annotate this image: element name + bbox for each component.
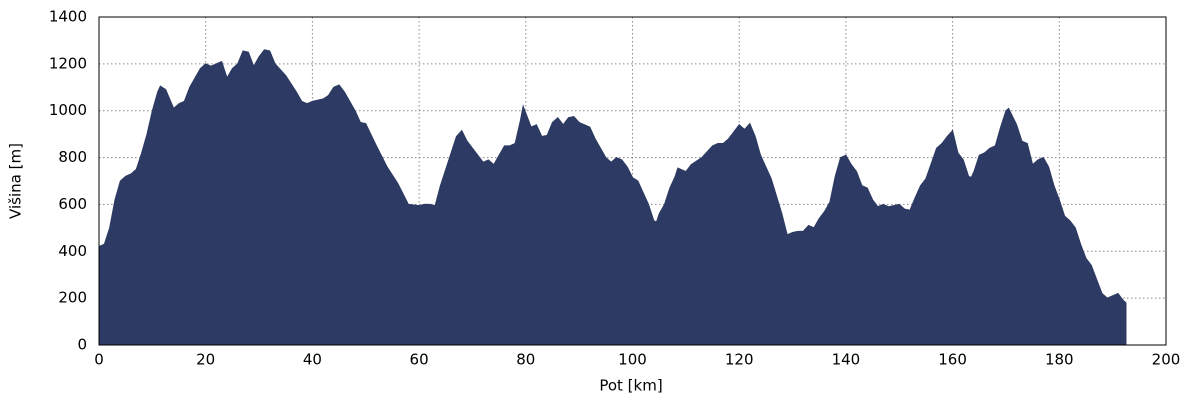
y-tick-label: 1000 bbox=[49, 101, 87, 119]
y-tick-label: 1200 bbox=[49, 54, 87, 72]
y-tick-label: 1400 bbox=[49, 8, 87, 26]
x-tick-label: 160 bbox=[938, 351, 967, 369]
y-tick-label: 600 bbox=[58, 195, 87, 213]
x-tick-label: 200 bbox=[1152, 351, 1181, 369]
x-axis-label: Pot [km] bbox=[599, 377, 662, 395]
x-tick-label: 60 bbox=[410, 351, 429, 369]
x-tick-label: 80 bbox=[516, 351, 535, 369]
y-axis-label: Višina [m] bbox=[7, 143, 25, 219]
y-tick-label: 800 bbox=[58, 148, 87, 166]
x-tick-label: 0 bbox=[94, 351, 104, 369]
y-tick-label: 200 bbox=[58, 289, 87, 307]
plot-frame bbox=[98, 16, 1167, 346]
x-tick-label: 120 bbox=[725, 351, 754, 369]
x-tick-label: 100 bbox=[618, 351, 647, 369]
elevation-area bbox=[98, 49, 1127, 346]
x-tick-label: 20 bbox=[196, 351, 215, 369]
x-tick-label: 140 bbox=[832, 351, 861, 369]
y-tick-label: 400 bbox=[58, 242, 87, 260]
x-tick-label: 180 bbox=[1045, 351, 1074, 369]
y-tick-label: 0 bbox=[77, 336, 87, 354]
x-tick-label: 40 bbox=[303, 351, 322, 369]
